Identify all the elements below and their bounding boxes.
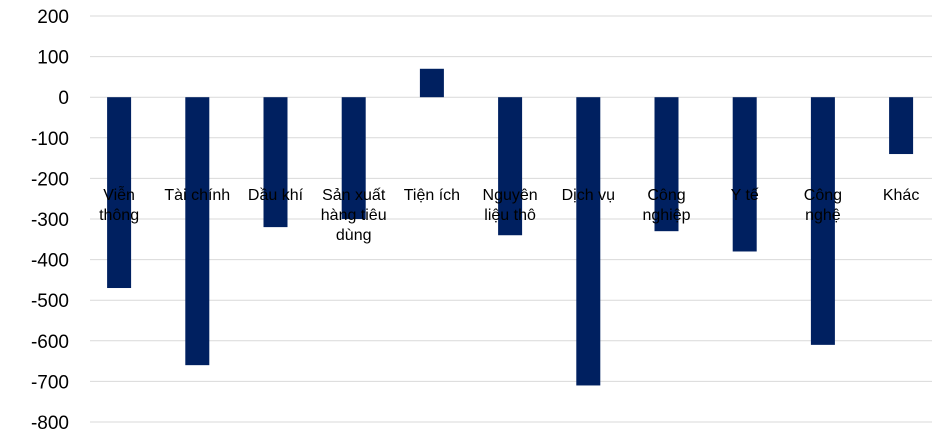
category-label: Dầu khí [248, 187, 304, 204]
category-label-line: liệu thô [484, 207, 536, 224]
y-tick-label: -300 [31, 210, 69, 231]
category-label-line: nghiệp [642, 207, 690, 224]
category-label: Sản xuất hàng tiêu dùng [321, 187, 387, 244]
category-label-line: Nguyên [483, 187, 538, 204]
category-label-line: Dịch vụ [562, 187, 615, 204]
y-tick-label: 100 [37, 48, 69, 69]
bar [654, 97, 679, 232]
category-label-line: Tài chính [164, 187, 230, 204]
category-label: Tiện ích [404, 187, 460, 204]
y-tick-label: 0 [58, 88, 69, 109]
bar [810, 97, 835, 345]
category-label-line: Y tế [731, 187, 759, 204]
category-label-line: Tiện ích [404, 187, 460, 204]
y-tick-label: -500 [31, 291, 69, 312]
category-label-line: hàng tiêu [321, 207, 387, 224]
bar [341, 97, 366, 219]
bar [107, 97, 132, 289]
category-label: Dịch vụ [562, 187, 615, 204]
category-label: Tài chính [164, 187, 230, 204]
category-label-line: Công [804, 187, 842, 204]
bar [576, 97, 601, 386]
y-axis-tick-labels: 200 100 0 -100 -200 -300 -400 -500 -600 -700 -800 [31, 7, 69, 432]
category-label-line: thông [99, 207, 139, 224]
category-labels: Viễn thông Tài chính Dầu khí Sản xuất hàng ti… [99, 185, 919, 244]
category-label-line: dùng [336, 227, 372, 244]
category-label-line: Dầu khí [248, 187, 304, 204]
category-label: Khác [883, 187, 919, 204]
y-tick-label: -100 [31, 129, 69, 150]
bar [732, 97, 757, 252]
category-label-line: Sản xuất [322, 187, 386, 204]
category-label-line: Công [647, 187, 685, 204]
bar [263, 97, 288, 228]
category-label: Y tế [731, 187, 759, 204]
bar [419, 68, 444, 98]
category-label: Công nghiệp [642, 187, 690, 224]
y-tick-label: -700 [31, 372, 69, 393]
category-label-line: Viễn [103, 185, 135, 204]
category-label-line: nghệ [805, 207, 841, 224]
y-tick-label: -400 [31, 251, 69, 272]
category-label-line: Khác [883, 187, 919, 204]
category-label: Công nghệ [804, 187, 842, 224]
bar [185, 97, 210, 366]
category-label: Nguyên liệu thô [483, 187, 538, 224]
y-tick-label: -200 [31, 169, 69, 190]
bar [498, 97, 523, 236]
bars [107, 68, 914, 386]
y-tick-label: -800 [31, 413, 69, 432]
y-tick-label: -600 [31, 332, 69, 353]
y-tick-label: 200 [37, 7, 69, 28]
category-label: Viễn thông [99, 185, 139, 224]
bar [889, 97, 914, 155]
